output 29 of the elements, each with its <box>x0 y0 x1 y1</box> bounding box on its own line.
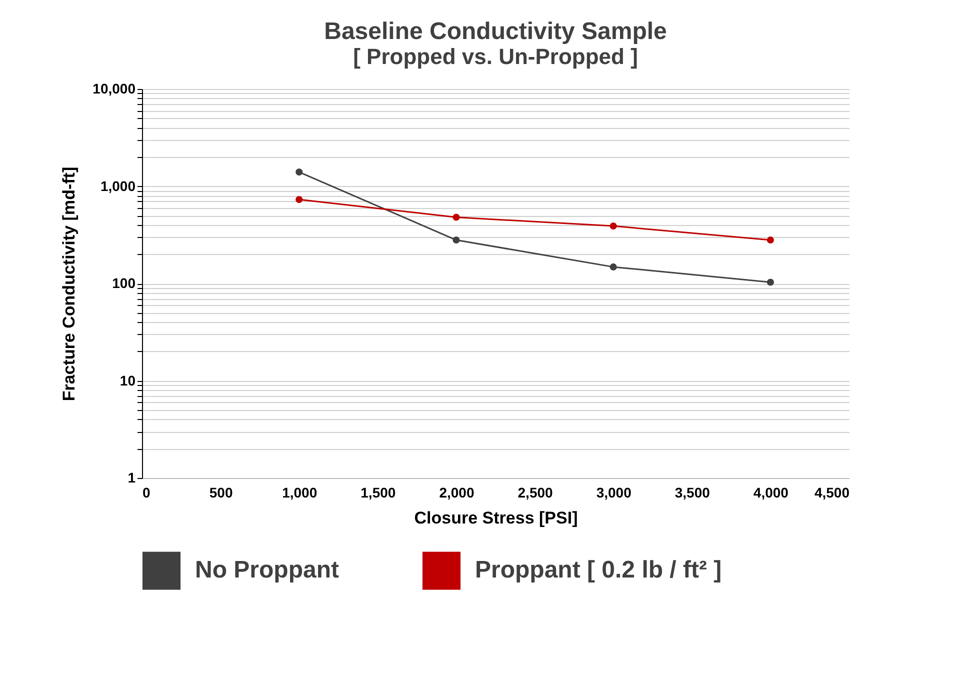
point <box>766 278 774 286</box>
legend-label: Proppant [ 0.2 lb / ft² ] <box>475 556 722 584</box>
point <box>610 263 617 270</box>
x-tick-label: 4,000 <box>753 484 789 500</box>
x-tick-label: 3,500 <box>674 484 710 500</box>
legend-label: No Proppant <box>195 556 339 584</box>
y-tick-label: 1 <box>128 470 136 486</box>
x-tick-label: 1,500 <box>360 484 396 500</box>
y-axis-title: Fracture Conductivity [md-ft] <box>60 166 79 402</box>
y-tick-label: 10 <box>120 372 136 388</box>
y-tick-label: 1,000 <box>100 178 136 194</box>
point <box>766 236 774 244</box>
chart-subtitle: [ Propped vs. Un-Propped ] <box>353 44 638 69</box>
x-tick-label: 3,000 <box>596 484 632 500</box>
y-tick-label: 100 <box>112 275 136 291</box>
point <box>296 168 303 176</box>
x-tick-label: 0 <box>142 484 150 500</box>
point <box>610 222 617 230</box>
x-tick-label: 4,500 <box>814 484 850 500</box>
point <box>452 214 460 221</box>
x-tick-label: 2,500 <box>518 484 553 500</box>
point <box>452 236 460 244</box>
chart-title: Baseline Conductivity Sample <box>324 18 667 45</box>
x-axis-title: Closure Stress [PSI] <box>414 508 578 528</box>
x-tick-label: 500 <box>209 484 233 500</box>
x-tick-label: 2,000 <box>439 484 474 500</box>
x-tick-label: 1,000 <box>282 484 318 500</box>
point <box>296 196 303 204</box>
y-tick-label: 10,000 <box>92 80 136 96</box>
